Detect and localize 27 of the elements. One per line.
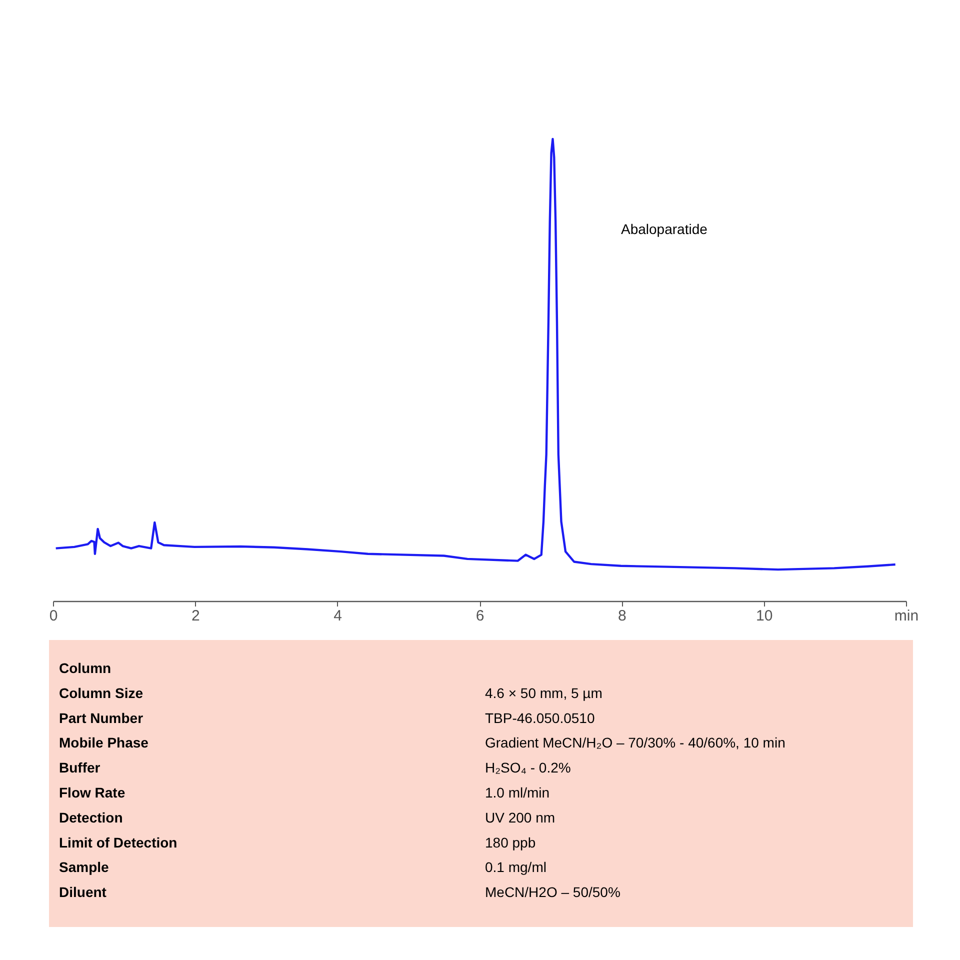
x-tick-label: 10: [756, 608, 773, 624]
category-label: Column Size: [59, 684, 144, 701]
text: TBP-46.050.0510: [485, 710, 595, 726]
text: 4.6 × 50 mm, 5 µm: [485, 684, 602, 701]
category-label: Buffer: [59, 760, 101, 776]
x-tick-label: 8: [618, 608, 626, 624]
category-label: Column: [59, 660, 112, 676]
text: 1.0 ml/min: [485, 784, 550, 800]
category-label: Mobile Phase: [59, 734, 149, 751]
text: 0.1 mg/ml: [485, 859, 546, 876]
text: 180 ppb: [485, 834, 536, 850]
x-tick-label: 4: [334, 608, 342, 624]
text: MeCN/H2O – 50/50%: [485, 884, 620, 900]
category-label: Diluent: [59, 884, 107, 900]
x-tick-label: 2: [191, 608, 200, 624]
x-tick-label: 0: [49, 608, 58, 624]
category-label: Detection: [59, 809, 123, 826]
category-label: Flow Rate: [59, 784, 126, 800]
category-label: Part Number: [59, 710, 144, 726]
category-label: Limit of Detection: [59, 834, 178, 850]
text: UV 200 nm: [485, 809, 556, 826]
x-tick-label: 6: [476, 608, 484, 624]
text: H₂SO₄ - 0.2%: [485, 760, 571, 776]
x-tick-label: min: [894, 608, 919, 624]
annotation: Abaloparatide: [621, 221, 708, 237]
text: Gradient MeCN/H₂O – 70/30% - 40/60%, 10 min: [485, 734, 786, 751]
category-label: Sample: [59, 859, 110, 876]
